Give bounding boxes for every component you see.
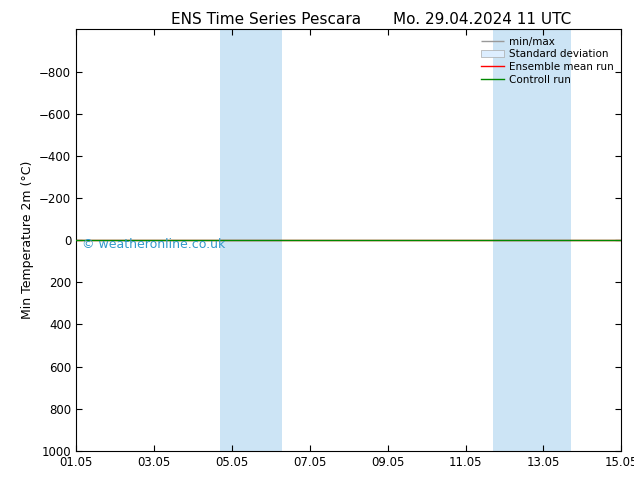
Text: Mo. 29.04.2024 11 UTC: Mo. 29.04.2024 11 UTC	[392, 12, 571, 27]
Text: ENS Time Series Pescara: ENS Time Series Pescara	[171, 12, 361, 27]
Text: © weatheronline.co.uk: © weatheronline.co.uk	[82, 238, 225, 251]
Y-axis label: Min Temperature 2m (°C): Min Temperature 2m (°C)	[20, 161, 34, 319]
Bar	[220, 29, 283, 451]
Legend: min/max, Standard deviation, Ensemble mean run, Controll run: min/max, Standard deviation, Ensemble me…	[479, 35, 616, 87]
Bar	[493, 29, 571, 451]
